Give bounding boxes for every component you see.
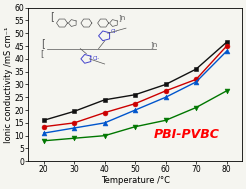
X-axis label: Temperature /°C: Temperature /°C (101, 176, 170, 185)
Text: Cl-: Cl- (111, 29, 118, 34)
Text: ]n: ]n (118, 14, 126, 21)
Text: [: [ (50, 11, 54, 21)
Text: PBI-PVBC: PBI-PVBC (154, 128, 220, 141)
Text: [: [ (41, 49, 44, 58)
Text: Cl-: Cl- (92, 56, 100, 61)
Y-axis label: Ionic conductivity /mS cm⁻¹: Ionic conductivity /mS cm⁻¹ (4, 26, 13, 143)
Text: ]n: ]n (150, 41, 158, 48)
Text: [: [ (41, 38, 45, 48)
